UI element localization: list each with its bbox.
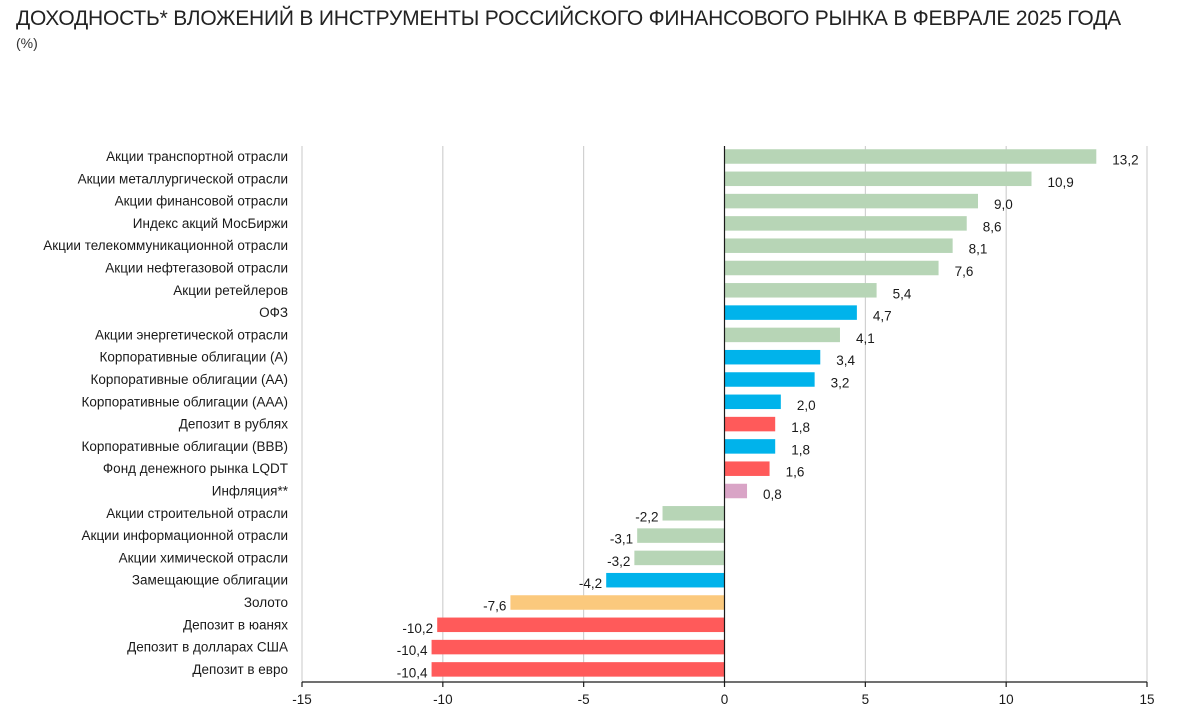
data-label: 1,8 [791,442,810,457]
category-label: Акции телекоммуникационной отрасли [43,238,288,253]
data-label: 1,8 [791,420,810,435]
data-label: 7,6 [955,264,974,279]
data-label: 1,6 [786,465,805,480]
category-label: Золото [244,595,288,610]
data-label: 13,2 [1112,153,1138,168]
bar [724,216,967,231]
bar [724,283,877,298]
bar [724,193,978,209]
category-label: Акции химической отрасли [119,550,288,565]
bar [724,416,776,432]
category-label: Акции ретейлеров [173,283,288,298]
bar [724,305,857,320]
x-tick-label: 0 [721,692,729,707]
chart-title: ДОХОДНОСТЬ* ВЛОЖЕНИЙ В ИНСТРУМЕНТЫ РОССИ… [16,7,1121,30]
data-label: 10,9 [1048,175,1074,190]
data-label: 2,0 [797,398,816,413]
x-axis: -15 -10 -5 0 5 10 15 [292,146,1155,707]
data-label: 8,6 [983,219,1002,234]
category-label: Акции строительной отрасли [106,506,288,521]
category-label: Акции нефтегазовой отрасли [105,261,288,276]
data-label: 5,4 [893,286,912,301]
category-label: Корпоративные облигации (А) [100,350,288,365]
category-label: Депозит в долларах США [127,640,288,655]
bar [634,550,725,566]
bar [724,439,776,454]
data-label: -10,4 [397,665,428,680]
data-label: -4,2 [579,576,602,591]
x-tick-label: -15 [292,692,312,707]
bar [431,639,725,655]
data-label: -3,1 [610,532,633,547]
data-label: 9,0 [994,197,1013,212]
category-labels: Акции транспортной отрасли Акции металлур… [43,149,289,677]
data-label: 0,8 [763,487,782,502]
data-label: -3,2 [607,554,630,569]
category-label: Депозит в юанях [183,617,288,632]
category-label: Инфляция** [212,484,289,499]
data-label: 3,4 [836,353,855,368]
data-label: 3,2 [831,376,850,391]
category-label: Депозит в рублях [179,417,288,432]
bar [510,595,725,610]
x-tick-label: -5 [578,692,590,707]
bar [724,461,770,476]
bar [724,149,1097,164]
bars [431,149,1097,677]
value-labels: 13,2 10,9 9,0 8,6 8,1 7,6 5,44,7 4,13,4 3,2 2,0 1,… [397,153,1139,681]
x-tick-label: -10 [433,692,453,707]
data-label: -10,4 [397,643,428,658]
category-label: Корпоративные облигации (ВВВ) [82,439,289,454]
category-label: Акции транспортной отрасли [106,149,288,164]
category-label: Депозит в евро [192,662,288,677]
bar [437,617,725,633]
category-label: Акции энергетической отрасли [95,327,288,342]
category-label: Корпоративные облигации (АА) [91,372,288,387]
bar [724,171,1032,187]
x-tick-label: 15 [1139,692,1154,707]
data-label: 8,1 [969,242,988,257]
data-label: 4,1 [856,331,875,346]
bar [662,506,725,521]
category-label: Фонд денежного рынка LQDT [103,461,288,476]
x-tick-label: 10 [999,692,1014,707]
bar [724,238,953,253]
category-label: ОФЗ [259,305,288,320]
bar [431,662,725,677]
chart-unit: (%) [16,35,38,51]
data-label: -10,2 [402,621,433,636]
bar [724,327,840,343]
bar [724,483,748,499]
category-label: Замещающие облигации [132,573,288,588]
category-label: Акции финансовой отрасли [115,194,288,209]
bar [637,528,725,543]
data-label: -7,6 [483,599,506,614]
category-label: Акции металлургической отрасли [78,171,288,186]
x-tick-label: 5 [862,692,870,707]
bar [606,572,725,588]
bar [724,372,815,387]
category-label: Индекс акций МосБиржи [133,216,288,231]
grid-lines [301,146,1148,682]
bar [724,349,821,365]
data-label: 4,7 [873,309,892,324]
bar [724,260,939,276]
category-label: Акции информационной отрасли [82,528,288,543]
bar [724,394,781,410]
category-label: Корпоративные облигации (ААА) [82,394,289,409]
data-label: -2,2 [635,509,658,524]
